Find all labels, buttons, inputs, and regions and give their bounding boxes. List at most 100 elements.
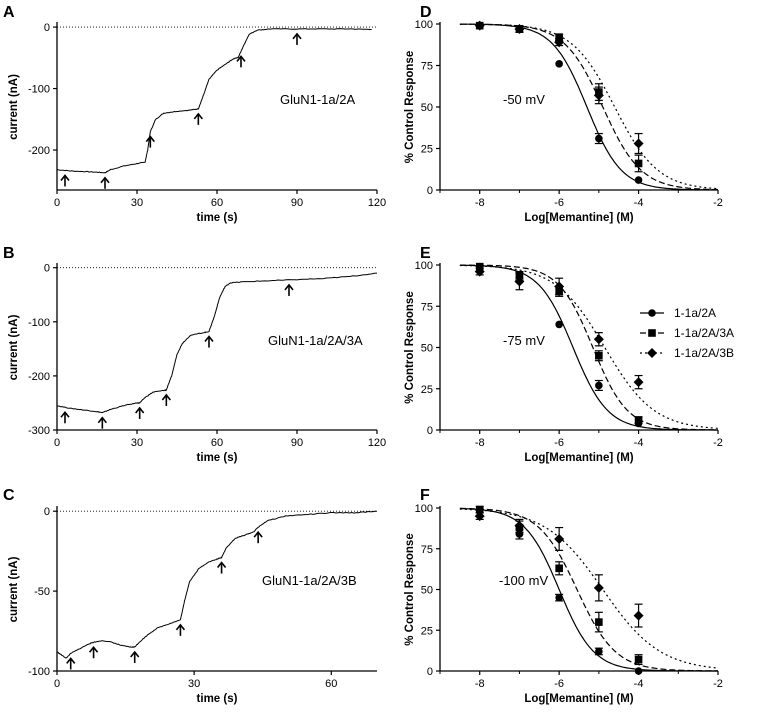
series-circle bbox=[459, 507, 718, 675]
square-marker bbox=[555, 564, 563, 573]
x-tick-label: 0 bbox=[54, 197, 60, 209]
arrow-head bbox=[135, 406, 145, 414]
application-arrow bbox=[60, 410, 70, 424]
arrow-head bbox=[253, 530, 263, 538]
y-tick-label: 0 bbox=[427, 425, 433, 437]
current-trace bbox=[56, 510, 378, 659]
arrow-head bbox=[284, 283, 294, 291]
y-tick-label: -100 bbox=[28, 84, 50, 96]
fit-curve bbox=[459, 23, 718, 191]
square-marker bbox=[634, 416, 643, 424]
arrow-head bbox=[175, 623, 186, 631]
x-tick-label: -2 bbox=[713, 678, 723, 690]
y-tick-label: 100 bbox=[415, 260, 433, 272]
y-tick-label: 50 bbox=[421, 102, 433, 114]
fit-curve bbox=[459, 508, 719, 669]
x-tick-label: 0 bbox=[54, 437, 60, 449]
y-tick-label: 75 bbox=[421, 301, 433, 313]
circle-marker bbox=[634, 667, 643, 675]
fit-curve bbox=[459, 23, 719, 191]
condition-label: -50 mV bbox=[503, 92, 545, 107]
panel-letter: B bbox=[3, 245, 15, 262]
y-tick-label: 0 bbox=[427, 666, 433, 678]
condition-label: GluN1-1a/2A bbox=[280, 92, 355, 107]
condition-label: -100 mV bbox=[499, 573, 548, 588]
y-axis-label: current (nA) bbox=[8, 314, 20, 380]
panel-B: 0 30 60 90 120 0 -100 -200 -300 time (s) current (… bbox=[3, 245, 386, 464]
panel-letter: C bbox=[3, 487, 15, 504]
x-tick-label: -6 bbox=[554, 197, 564, 209]
y-tick-label: 0 bbox=[44, 506, 50, 518]
y-axis-label: current (nA) bbox=[8, 74, 20, 140]
x-tick-label: 90 bbox=[291, 197, 303, 209]
y-tick-label: 50 bbox=[421, 585, 433, 597]
square-marker bbox=[595, 618, 603, 626]
circle-marker bbox=[595, 647, 603, 656]
diamond-marker bbox=[593, 334, 604, 345]
y-tick-label: 75 bbox=[421, 544, 433, 556]
arrow-head bbox=[66, 657, 76, 664]
legend-label: 1-1a/2A/3A bbox=[674, 326, 734, 340]
panel-letter: A bbox=[3, 4, 15, 21]
square-marker bbox=[634, 159, 643, 168]
arrow-head bbox=[161, 393, 171, 401]
diamond-marker bbox=[633, 138, 644, 149]
x-axis-label: time (s) bbox=[197, 452, 238, 464]
condition-label: GluN1-1a/2A/3A bbox=[268, 333, 363, 348]
square-marker bbox=[648, 329, 656, 337]
series-square bbox=[459, 21, 719, 191]
fit-curve bbox=[459, 264, 718, 431]
diamond-marker bbox=[647, 348, 657, 358]
x-tick-label: -8 bbox=[475, 437, 485, 449]
square-marker bbox=[595, 351, 603, 360]
y-tick-label: -200 bbox=[28, 145, 50, 157]
application-arrow bbox=[145, 135, 155, 148]
application-arrow bbox=[97, 416, 107, 429]
arrow-head bbox=[204, 335, 214, 343]
y-axis-label: % Control Response bbox=[404, 291, 416, 403]
series-diamond bbox=[459, 20, 719, 190]
legend-label: 1-1a/2A/3B bbox=[674, 346, 734, 360]
y-tick-label: 25 bbox=[421, 384, 433, 396]
application-arrow bbox=[204, 335, 214, 348]
application-arrow bbox=[284, 283, 294, 296]
x-tick-label: 90 bbox=[291, 437, 303, 449]
x-tick-label: 120 bbox=[368, 437, 386, 449]
y-tick-label: 0 bbox=[427, 185, 433, 197]
panel-letter: D bbox=[420, 4, 432, 21]
legend: 1-1a/2A 1-1a/2A/3A 1-1a/2A/3B bbox=[640, 306, 734, 360]
x-axis-label: time (s) bbox=[197, 212, 238, 224]
application-arrow bbox=[100, 176, 110, 189]
diamond-marker bbox=[474, 511, 485, 522]
arrow-head bbox=[130, 650, 140, 658]
y-tick-label: 0 bbox=[44, 22, 50, 34]
circle-marker bbox=[595, 381, 603, 390]
x-axis-label: Log[Memantine] (M) bbox=[524, 693, 633, 705]
fit-curve bbox=[459, 23, 719, 190]
circle-marker bbox=[634, 176, 643, 184]
y-tick-label: -200 bbox=[28, 371, 50, 383]
application-arrow bbox=[88, 645, 99, 659]
panel-C: 0 30 60 0 -50 -100 time (s) current (nA) C GluN1-… bbox=[3, 487, 378, 705]
arrow-head bbox=[60, 410, 70, 418]
application-arrow bbox=[236, 55, 246, 68]
arrow-head bbox=[236, 55, 246, 62]
square-marker bbox=[475, 505, 484, 514]
circle-marker bbox=[595, 134, 603, 143]
condition-label: GluN1-1a/2A/3B bbox=[262, 573, 357, 588]
y-axis-label: % Control Response bbox=[404, 51, 416, 163]
circle-marker bbox=[555, 593, 563, 602]
arrow-head bbox=[145, 135, 155, 143]
x-tick-label: -4 bbox=[634, 437, 644, 449]
diamond-marker bbox=[514, 520, 525, 531]
x-tick-label: 60 bbox=[325, 678, 337, 690]
arrow-head bbox=[216, 561, 227, 569]
y-tick-label: 0 bbox=[44, 263, 50, 275]
y-tick-label: -100 bbox=[28, 317, 50, 329]
application-arrow bbox=[175, 623, 186, 636]
y-tick-label: -300 bbox=[28, 425, 50, 437]
panel-letter: F bbox=[420, 487, 430, 504]
y-axis-label: % Control Response bbox=[404, 533, 416, 645]
x-tick-label: -2 bbox=[713, 197, 723, 209]
